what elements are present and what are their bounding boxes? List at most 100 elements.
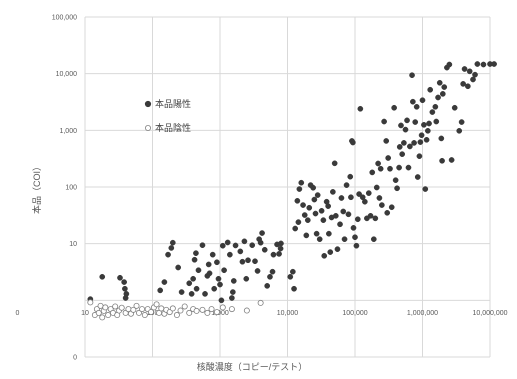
- x-tick-label: 10,000,000: [472, 310, 507, 317]
- data-point-negative: [181, 303, 188, 310]
- data-point-positive: [264, 283, 271, 289]
- legend-marker-positive: [144, 100, 152, 108]
- data-point-positive: [350, 139, 356, 146]
- data-point-positive: [359, 194, 366, 201]
- data-point-positive: [221, 267, 227, 274]
- data-point-positive: [413, 103, 420, 110]
- data-point-positive: [193, 285, 200, 292]
- data-point-positive: [448, 157, 455, 163]
- data-point-positive: [313, 230, 320, 237]
- data-point-positive: [178, 289, 185, 295]
- data-point-positive: [301, 212, 308, 218]
- data-point-positive: [230, 278, 237, 284]
- data-point-positive: [214, 259, 220, 266]
- data-point-positive: [392, 177, 399, 184]
- data-point-positive: [229, 289, 236, 295]
- data-point-negative: [219, 304, 226, 311]
- data-point-positive: [318, 207, 325, 214]
- data-point-positive: [416, 153, 423, 160]
- data-point-positive: [451, 104, 458, 111]
- data-point-positive: [332, 212, 339, 219]
- data-point-positive: [396, 164, 402, 171]
- data-point-negative: [112, 303, 119, 310]
- data-point-positive: [215, 275, 222, 282]
- data-point-positive: [304, 217, 311, 224]
- data-point-positive: [206, 270, 213, 277]
- y-tick-label: 10: [69, 241, 77, 248]
- data-point-negative: [141, 312, 148, 319]
- data-point-positive: [331, 160, 338, 167]
- data-point-positive: [209, 251, 216, 258]
- data-point-positive: [195, 267, 202, 274]
- data-point-positive: [330, 189, 336, 195]
- data-point-positive: [199, 242, 206, 249]
- data-point-positive: [375, 160, 381, 167]
- data-point-positive: [411, 140, 417, 146]
- data-point-negative: [204, 309, 211, 316]
- data-point-positive: [316, 236, 323, 243]
- data-point-positive: [218, 297, 225, 304]
- data-point-negative: [95, 309, 102, 316]
- legend-marker-negative: [144, 125, 151, 132]
- data-point-negative: [169, 305, 176, 312]
- data-point-positive: [227, 251, 233, 258]
- x-tick-label: 1,000,000: [407, 310, 438, 317]
- data-point-positive: [291, 285, 297, 292]
- data-point-positive: [296, 186, 303, 192]
- y-tick-label: 100: [65, 185, 77, 192]
- data-point-positive: [249, 242, 256, 249]
- data-point-positive: [190, 275, 196, 282]
- data-point-positive: [466, 68, 473, 75]
- data-point-positive: [372, 215, 379, 222]
- data-point-positive: [396, 144, 403, 150]
- data-point-negative: [105, 312, 112, 319]
- data-point-positive: [385, 155, 392, 161]
- data-point-positive: [387, 165, 393, 172]
- data-point-positive: [419, 97, 426, 104]
- data-point-positive: [229, 295, 235, 301]
- y-axis-title: 本品（COI）: [31, 162, 42, 214]
- data-point-positive: [399, 151, 406, 157]
- data-point-positive: [439, 157, 445, 164]
- data-point-positive: [287, 273, 294, 280]
- data-point-positive: [470, 76, 476, 83]
- data-point-positive: [254, 268, 261, 274]
- data-point-positive: [321, 252, 328, 259]
- data-points: [87, 61, 497, 321]
- data-point-positive: [325, 203, 331, 209]
- data-point-positive: [394, 185, 400, 192]
- data-point-positive: [327, 249, 334, 255]
- data-point-positive: [357, 105, 364, 112]
- data-point-positive: [243, 275, 250, 282]
- data-point-positive: [426, 120, 432, 127]
- data-point-positive: [367, 212, 374, 219]
- data-point-positive: [383, 138, 390, 144]
- data-point-positive: [294, 197, 301, 204]
- data-point-positive: [414, 174, 421, 180]
- data-point-positive: [175, 264, 182, 271]
- x-tick-label: 0: [16, 310, 20, 317]
- data-point-positive: [310, 184, 317, 191]
- data-point-positive: [369, 169, 376, 176]
- data-point-positive: [352, 234, 358, 241]
- data-point-negative: [177, 307, 184, 314]
- data-point-positive: [278, 240, 284, 247]
- data-point-positive: [460, 81, 466, 87]
- data-point-positive: [412, 119, 419, 125]
- data-point-positive: [241, 238, 248, 245]
- data-point-positive: [409, 72, 415, 79]
- data-point-positive: [219, 242, 226, 249]
- data-point-positive: [232, 242, 239, 249]
- data-point-positive: [122, 285, 128, 292]
- legend-label-positive: 本品陽性: [155, 98, 191, 109]
- data-point-positive: [276, 251, 282, 257]
- data-point-positive: [373, 184, 380, 191]
- data-point-positive: [257, 239, 264, 246]
- data-point-positive: [343, 182, 350, 188]
- data-point-positive: [377, 165, 384, 172]
- data-point-positive: [334, 246, 341, 253]
- data-point-positive: [157, 287, 164, 294]
- data-point-positive: [407, 143, 413, 150]
- data-point-positive: [292, 225, 299, 232]
